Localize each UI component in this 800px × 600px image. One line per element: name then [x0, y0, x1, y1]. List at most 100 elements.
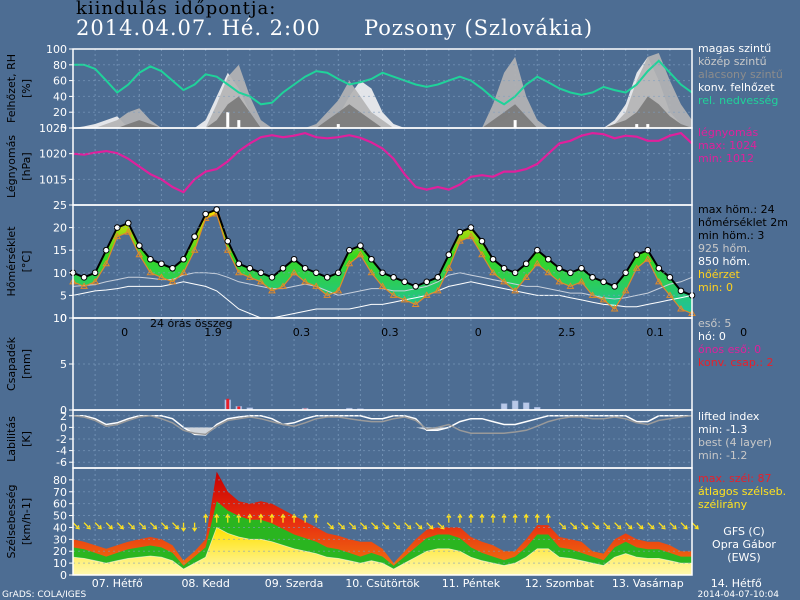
legend-lab-item: min: -1.2	[698, 449, 747, 462]
wind-arrow-head	[247, 513, 253, 518]
daily-precip-total: 2.5	[558, 326, 576, 339]
t2m-point	[323, 274, 331, 281]
wind-arrow-head	[152, 525, 158, 530]
feels-like-point	[113, 232, 122, 240]
t2m-point	[268, 274, 276, 281]
wind-arrow	[160, 522, 168, 530]
feels-like-point	[345, 259, 354, 267]
y-tick-label: 40	[53, 521, 67, 534]
wind-arrow-head	[97, 525, 102, 530]
feels-like-point	[467, 232, 475, 240]
legend-temp-item: min höm.: 3	[698, 229, 764, 242]
t2m-point	[290, 255, 298, 263]
feels-like-point	[179, 268, 188, 276]
wind-arrow	[680, 522, 688, 530]
wind-arrow-head	[203, 513, 209, 518]
rain-bar	[500, 403, 508, 411]
wind-arrow-head	[329, 525, 335, 530]
legend-pressure-item: min: 1012	[698, 152, 754, 165]
wind-arrow-head	[280, 513, 286, 518]
footer-right: 2014-04-07-10:04	[698, 590, 780, 600]
legend-cloud-item: rel. nedvesség	[698, 94, 778, 107]
feels-like-point	[168, 277, 177, 285]
wind-arrow-head	[440, 525, 445, 530]
legend-precip-item: eső: 5	[698, 317, 731, 330]
legend-precip-item: konv. csap.: 2	[698, 356, 774, 369]
wind-arrow-head	[429, 525, 434, 530]
y-tick-label: -2	[56, 433, 67, 446]
wind-avg-line	[72, 526, 692, 570]
wind-arrow-head	[639, 525, 644, 530]
wind-arrow-head	[545, 513, 551, 518]
run-label: kiindulás időpontja:	[76, 0, 277, 19]
legend-lab-item: lifted index	[698, 410, 760, 423]
feels-like-point	[555, 277, 564, 285]
feels-like-point	[268, 286, 276, 294]
wind-arrow-head	[683, 525, 688, 530]
daily-precip-total: 0	[475, 326, 482, 339]
legend-pressure-item: max: 1024	[698, 139, 757, 152]
feels-like-point	[533, 259, 542, 267]
wind-axis-title: Szélsebesség	[5, 484, 18, 558]
feels-like-point	[157, 273, 166, 280]
t2m-point	[401, 278, 408, 286]
y-tick-label: 1015	[39, 173, 67, 186]
feels-like-point	[257, 277, 265, 285]
wind-arrow-head	[534, 513, 540, 518]
y-tick-label: 80	[53, 474, 67, 487]
feels-like-point	[621, 286, 630, 294]
legend-pressure-item: légnyomás	[698, 126, 758, 139]
feels-like-point	[411, 300, 420, 307]
feels-like-point	[301, 277, 310, 285]
rain-bar	[511, 400, 519, 411]
t2m-point	[91, 269, 99, 277]
y-tick-label: 30	[53, 533, 67, 546]
wind-arrow-head	[258, 513, 264, 518]
feels-like-point	[566, 282, 575, 289]
feels-like-point	[124, 228, 133, 235]
wind-arrow-head	[225, 513, 231, 518]
y-tick-label: 0	[60, 312, 67, 325]
t2m-point	[445, 251, 453, 259]
temp-panel-bg	[73, 205, 692, 318]
wind-arrow	[691, 522, 699, 530]
wind-arrow-head	[583, 525, 589, 530]
t2m-point	[478, 237, 486, 245]
wind-arrow-head	[384, 525, 390, 530]
feels-like-point	[433, 286, 442, 294]
feels-like-point	[378, 282, 387, 289]
wind-arrow-head	[119, 525, 125, 530]
legend-temp-item: hőérzet	[698, 268, 741, 281]
t2m-point	[357, 242, 364, 249]
t2m-point	[633, 251, 641, 259]
day-label: 09. Szerda	[265, 577, 324, 590]
legend-cloud-item: közép szintű	[698, 55, 767, 68]
feels-like-point	[677, 304, 685, 312]
feels-like-point	[234, 268, 243, 276]
precip-subtitle: 24 órás összeg	[150, 317, 232, 330]
legend-lab-item: min: -1.3	[698, 423, 747, 436]
best-li-line	[72, 415, 693, 436]
wind-arrow-head	[313, 513, 319, 518]
daily-precip-total: 0.1	[646, 326, 664, 339]
feels-like-point	[290, 268, 298, 276]
y-tick-label: 0	[60, 421, 67, 434]
credit-text: GFS (C)	[723, 525, 764, 538]
convective-cloud-bar	[237, 120, 241, 128]
wind-arrow-head	[661, 525, 666, 530]
y-tick-label: -4	[56, 445, 67, 458]
wind-panel-frame	[72, 467, 693, 576]
t2m-point	[556, 264, 563, 272]
feels-like-point	[334, 286, 343, 294]
t2m-point	[666, 274, 674, 281]
feels-like-point	[511, 286, 520, 294]
lab-axis-unit: [K]	[20, 431, 33, 447]
wind-arrow-head	[457, 513, 463, 518]
t2m-point	[246, 264, 254, 272]
y-tick-label: 1025	[39, 122, 67, 135]
t2m-point	[202, 210, 209, 218]
precip-axis-unit: [mm]	[20, 349, 33, 379]
day-label: 12. Szombat	[525, 577, 595, 590]
daily-precip-total: 0.3	[381, 326, 399, 339]
